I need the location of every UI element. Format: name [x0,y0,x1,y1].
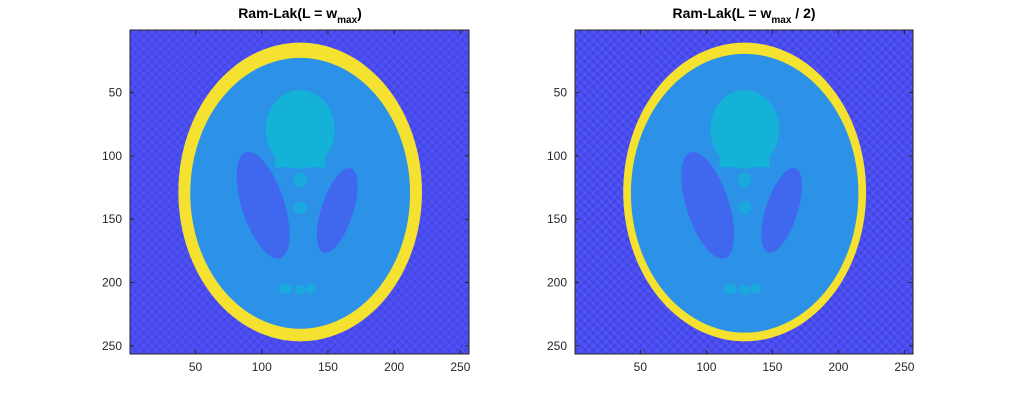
ventricle-left [236,151,290,259]
ventricle-right [316,167,358,253]
subplot-ram-lak-wmax-half: Ram-Lak(L = wmax / 2) 50 100 150 200 250 50 10… [547,5,915,374]
phantom-blob [723,283,737,294]
title-subscript: max [337,15,357,26]
y-tick-label: 50 [109,86,123,100]
x-tick-label: 150 [318,360,338,374]
y-tick-label: 200 [547,275,567,289]
heatmap-image [130,30,469,354]
title-tail: / 2) [791,5,815,21]
x-tick-label: 150 [762,360,782,374]
ventricle-left [681,151,735,259]
x-tick-label: 100 [252,360,272,374]
x-tick-label: 250 [450,360,470,374]
x-tick-label: 50 [634,360,648,374]
y-tick-label: 100 [547,149,567,163]
phantom-blob [293,201,307,215]
phantom-blob [738,172,752,188]
chart-title: Ram-Lak(L = wmax) [238,5,362,26]
x-tick-label: 200 [384,360,404,374]
title-subscript: max [771,15,791,26]
y-tick-label: 200 [102,275,122,289]
tick-group: 50 100 150 200 250 50 100 150 200 250 [547,30,915,374]
x-tick-label: 200 [828,360,848,374]
heatmap-image [575,30,913,354]
upper-region-lower [275,129,326,168]
phantom-blob [305,283,317,294]
phantom-image [130,30,469,354]
y-tick-label: 150 [547,212,567,226]
upper-region-lower [719,129,770,168]
x-tick-label: 50 [189,360,203,374]
y-tick-label: 250 [102,339,122,353]
phantom-blob [739,285,750,296]
y-tick-label: 250 [547,339,567,353]
phantom-blob [278,283,293,294]
tick-group: 50 100 150 200 250 50 100 150 200 250 [102,30,471,374]
brain-tissue [630,53,859,333]
phantom-blob [738,201,752,215]
subplot-ram-lak-wmax: Ram-Lak(L = wmax) 50 100 150 200 250 50 100 150… [102,5,471,374]
phantom-blob [294,285,306,296]
phantom-blob [749,283,761,294]
ventricle-right [761,167,802,253]
title-main: Ram-Lak(L = w [238,5,337,21]
axes-box [574,29,914,355]
brain-tissue [190,57,411,329]
phantom-image [575,30,913,354]
title-tail: ) [357,5,362,21]
title-main: Ram-Lak(L = w [672,5,771,21]
x-tick-label: 250 [894,360,914,374]
y-tick-label: 50 [554,86,568,100]
chart-title: Ram-Lak(L = wmax / 2) [672,5,815,26]
y-tick-label: 100 [102,149,122,163]
y-tick-label: 150 [102,212,122,226]
x-tick-label: 100 [696,360,716,374]
axes-box [129,29,470,355]
phantom-blob [293,172,307,188]
